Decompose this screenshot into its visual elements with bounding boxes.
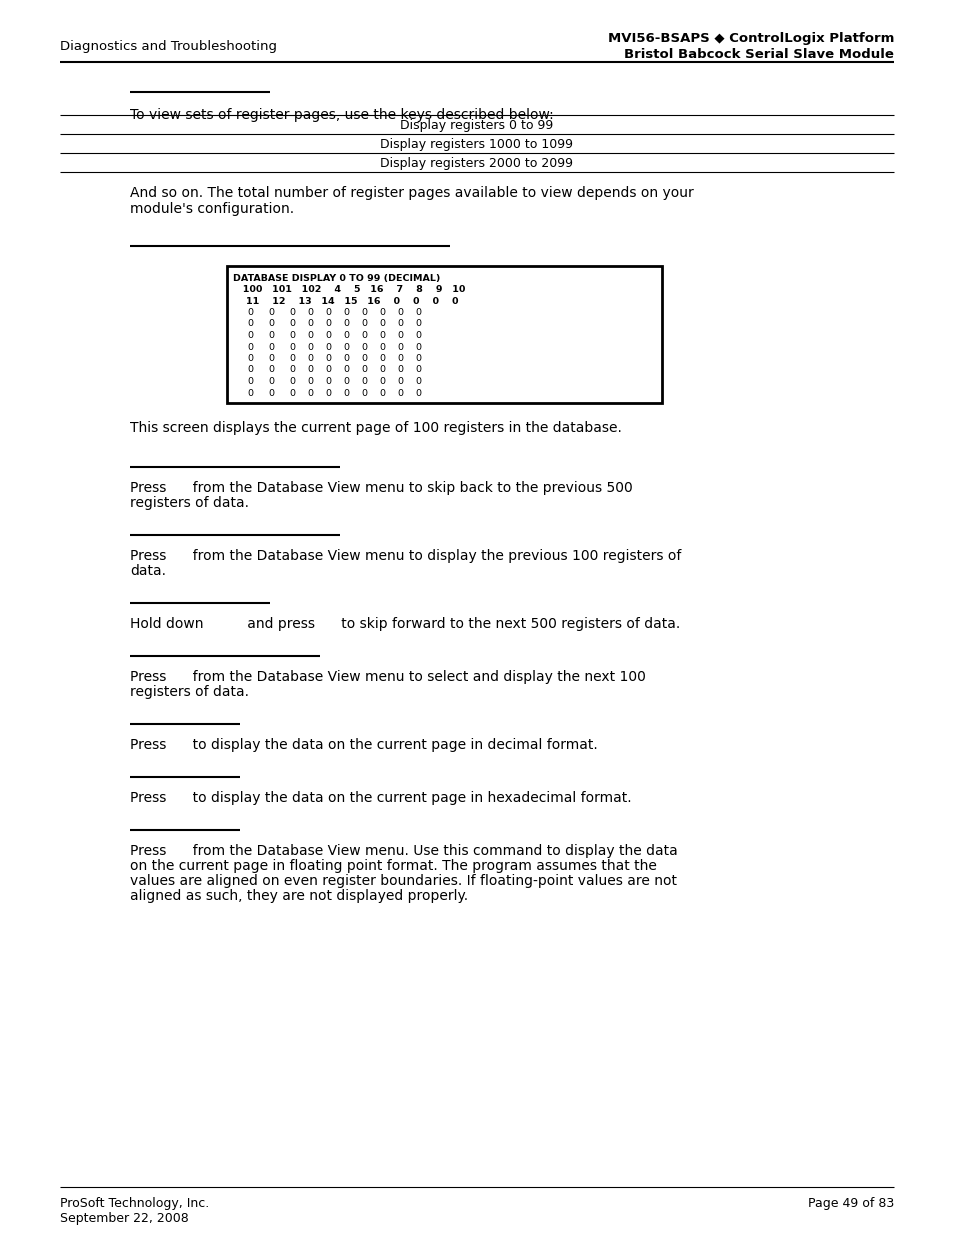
Text: Press      to display the data on the current page in hexadecimal format.: Press to display the data on the current… xyxy=(130,790,631,805)
Text: Display registers 1000 to 1099: Display registers 1000 to 1099 xyxy=(380,138,573,151)
Text: Press      from the Database View menu to skip back to the previous 500: Press from the Database View menu to ski… xyxy=(130,480,632,495)
Text: registers of data.: registers of data. xyxy=(130,496,249,510)
Text: 0     0     0    0    0    0    0    0    0    0: 0 0 0 0 0 0 0 0 0 0 xyxy=(233,354,421,363)
Text: Display registers 2000 to 2099: Display registers 2000 to 2099 xyxy=(380,157,573,170)
Text: And so on. The total number of register pages available to view depends on your: And so on. The total number of register … xyxy=(130,186,693,200)
Bar xyxy=(227,266,661,403)
Text: aligned as such, they are not displayed properly.: aligned as such, they are not displayed … xyxy=(130,889,468,903)
Text: Diagnostics and Troubleshooting: Diagnostics and Troubleshooting xyxy=(60,40,276,53)
Text: 0     0     0    0    0    0    0    0    0    0: 0 0 0 0 0 0 0 0 0 0 xyxy=(233,308,421,317)
Text: Press      from the Database View menu to display the previous 100 registers of: Press from the Database View menu to dis… xyxy=(130,550,680,563)
Text: on the current page in floating point format. The program assumes that the: on the current page in floating point fo… xyxy=(130,860,657,873)
Text: 0     0     0    0    0    0    0    0    0    0: 0 0 0 0 0 0 0 0 0 0 xyxy=(233,342,421,352)
Text: 0     0     0    0    0    0    0    0    0    0: 0 0 0 0 0 0 0 0 0 0 xyxy=(233,366,421,374)
Text: This screen displays the current page of 100 registers in the database.: This screen displays the current page of… xyxy=(130,421,621,435)
Text: 11    12    13   14   15   16    0    0    0    0: 11 12 13 14 15 16 0 0 0 0 xyxy=(233,296,458,305)
Text: DATABASE DISPLAY 0 TO 99 (DECIMAL): DATABASE DISPLAY 0 TO 99 (DECIMAL) xyxy=(233,274,440,283)
Text: Display registers 0 to 99: Display registers 0 to 99 xyxy=(400,119,553,132)
Text: 0     0     0    0    0    0    0    0    0    0: 0 0 0 0 0 0 0 0 0 0 xyxy=(233,389,421,398)
Text: 0     0     0    0    0    0    0    0    0    0: 0 0 0 0 0 0 0 0 0 0 xyxy=(233,377,421,387)
Text: data.: data. xyxy=(130,564,166,578)
Text: values are aligned on even register boundaries. If floating-point values are not: values are aligned on even register boun… xyxy=(130,874,677,888)
Text: registers of data.: registers of data. xyxy=(130,685,249,699)
Text: Press      from the Database View menu to select and display the next 100: Press from the Database View menu to sel… xyxy=(130,671,645,684)
Text: module's configuration.: module's configuration. xyxy=(130,203,294,216)
Text: 0     0     0    0    0    0    0    0    0    0: 0 0 0 0 0 0 0 0 0 0 xyxy=(233,331,421,340)
Text: 100   101   102    4    5   16    7    8    9   10: 100 101 102 4 5 16 7 8 9 10 xyxy=(233,285,465,294)
Text: Press      from the Database View menu. Use this command to display the data: Press from the Database View menu. Use t… xyxy=(130,844,677,858)
Text: To view sets of register pages, use the keys described below:: To view sets of register pages, use the … xyxy=(130,107,553,122)
Text: Page 49 of 83: Page 49 of 83 xyxy=(807,1197,893,1210)
Text: 0     0     0    0    0    0    0    0    0    0: 0 0 0 0 0 0 0 0 0 0 xyxy=(233,320,421,329)
Text: Hold down          and press      to skip forward to the next 500 registers of d: Hold down and press to skip forward to t… xyxy=(130,618,679,631)
Text: Press      to display the data on the current page in decimal format.: Press to display the data on the current… xyxy=(130,739,598,752)
Text: ProSoft Technology, Inc.: ProSoft Technology, Inc. xyxy=(60,1197,209,1210)
Text: Bristol Babcock Serial Slave Module: Bristol Babcock Serial Slave Module xyxy=(623,48,893,61)
Text: MVI56-BSAPS ◆ ControlLogix Platform: MVI56-BSAPS ◆ ControlLogix Platform xyxy=(607,32,893,44)
Text: September 22, 2008: September 22, 2008 xyxy=(60,1212,189,1225)
